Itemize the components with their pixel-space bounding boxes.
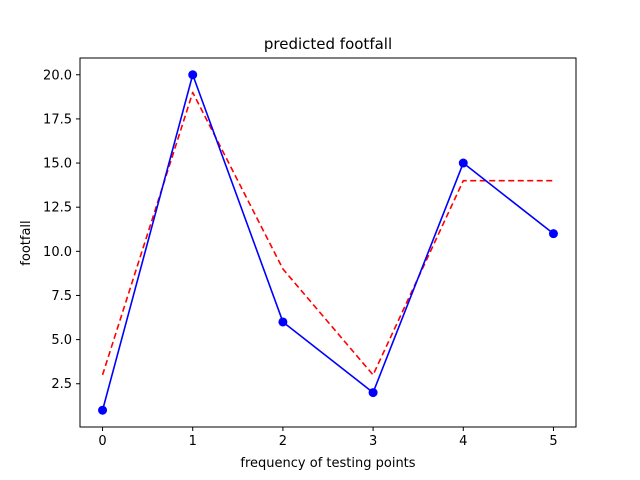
y-tick-label: 12.5 [43, 201, 72, 216]
x-tick-label: 0 [98, 434, 106, 449]
y-tick-label: 17.5 [43, 112, 72, 127]
series-line-1 [101, 73, 554, 411]
series-1-point [548, 229, 558, 239]
plot-area: 0 1 2 3 4 5 2.5 5.0 7.5 10.0 12.5 15.0 17.5 20.0 [43, 57, 577, 449]
chart-title: predicted footfall [264, 35, 392, 53]
x-tick-label: 1 [189, 434, 197, 449]
y-tick-label: 5.0 [51, 333, 72, 348]
series-1-point [278, 317, 288, 327]
series-line-2 [101, 91, 554, 376]
series-1-point [98, 405, 108, 415]
y-tick-label: 20.0 [43, 68, 72, 83]
plot-frame [79, 57, 577, 428]
x-tick-label: 5 [549, 434, 557, 449]
series-1-point [188, 70, 198, 80]
y-tick-label: 10.0 [43, 245, 72, 260]
y-tick-label: 7.5 [51, 289, 72, 304]
x-tick-label: 3 [369, 434, 377, 449]
y-tick-label: 2.5 [51, 377, 72, 392]
y-tick-label: 15.0 [43, 157, 72, 172]
x-tick-label: 2 [279, 434, 287, 449]
series-1-point [368, 388, 378, 398]
y-axis-label: footfall [19, 220, 34, 265]
x-axis-label: frequency of testing points [240, 456, 415, 471]
x-tick-label: 4 [459, 434, 467, 449]
series-1-point [458, 158, 468, 168]
